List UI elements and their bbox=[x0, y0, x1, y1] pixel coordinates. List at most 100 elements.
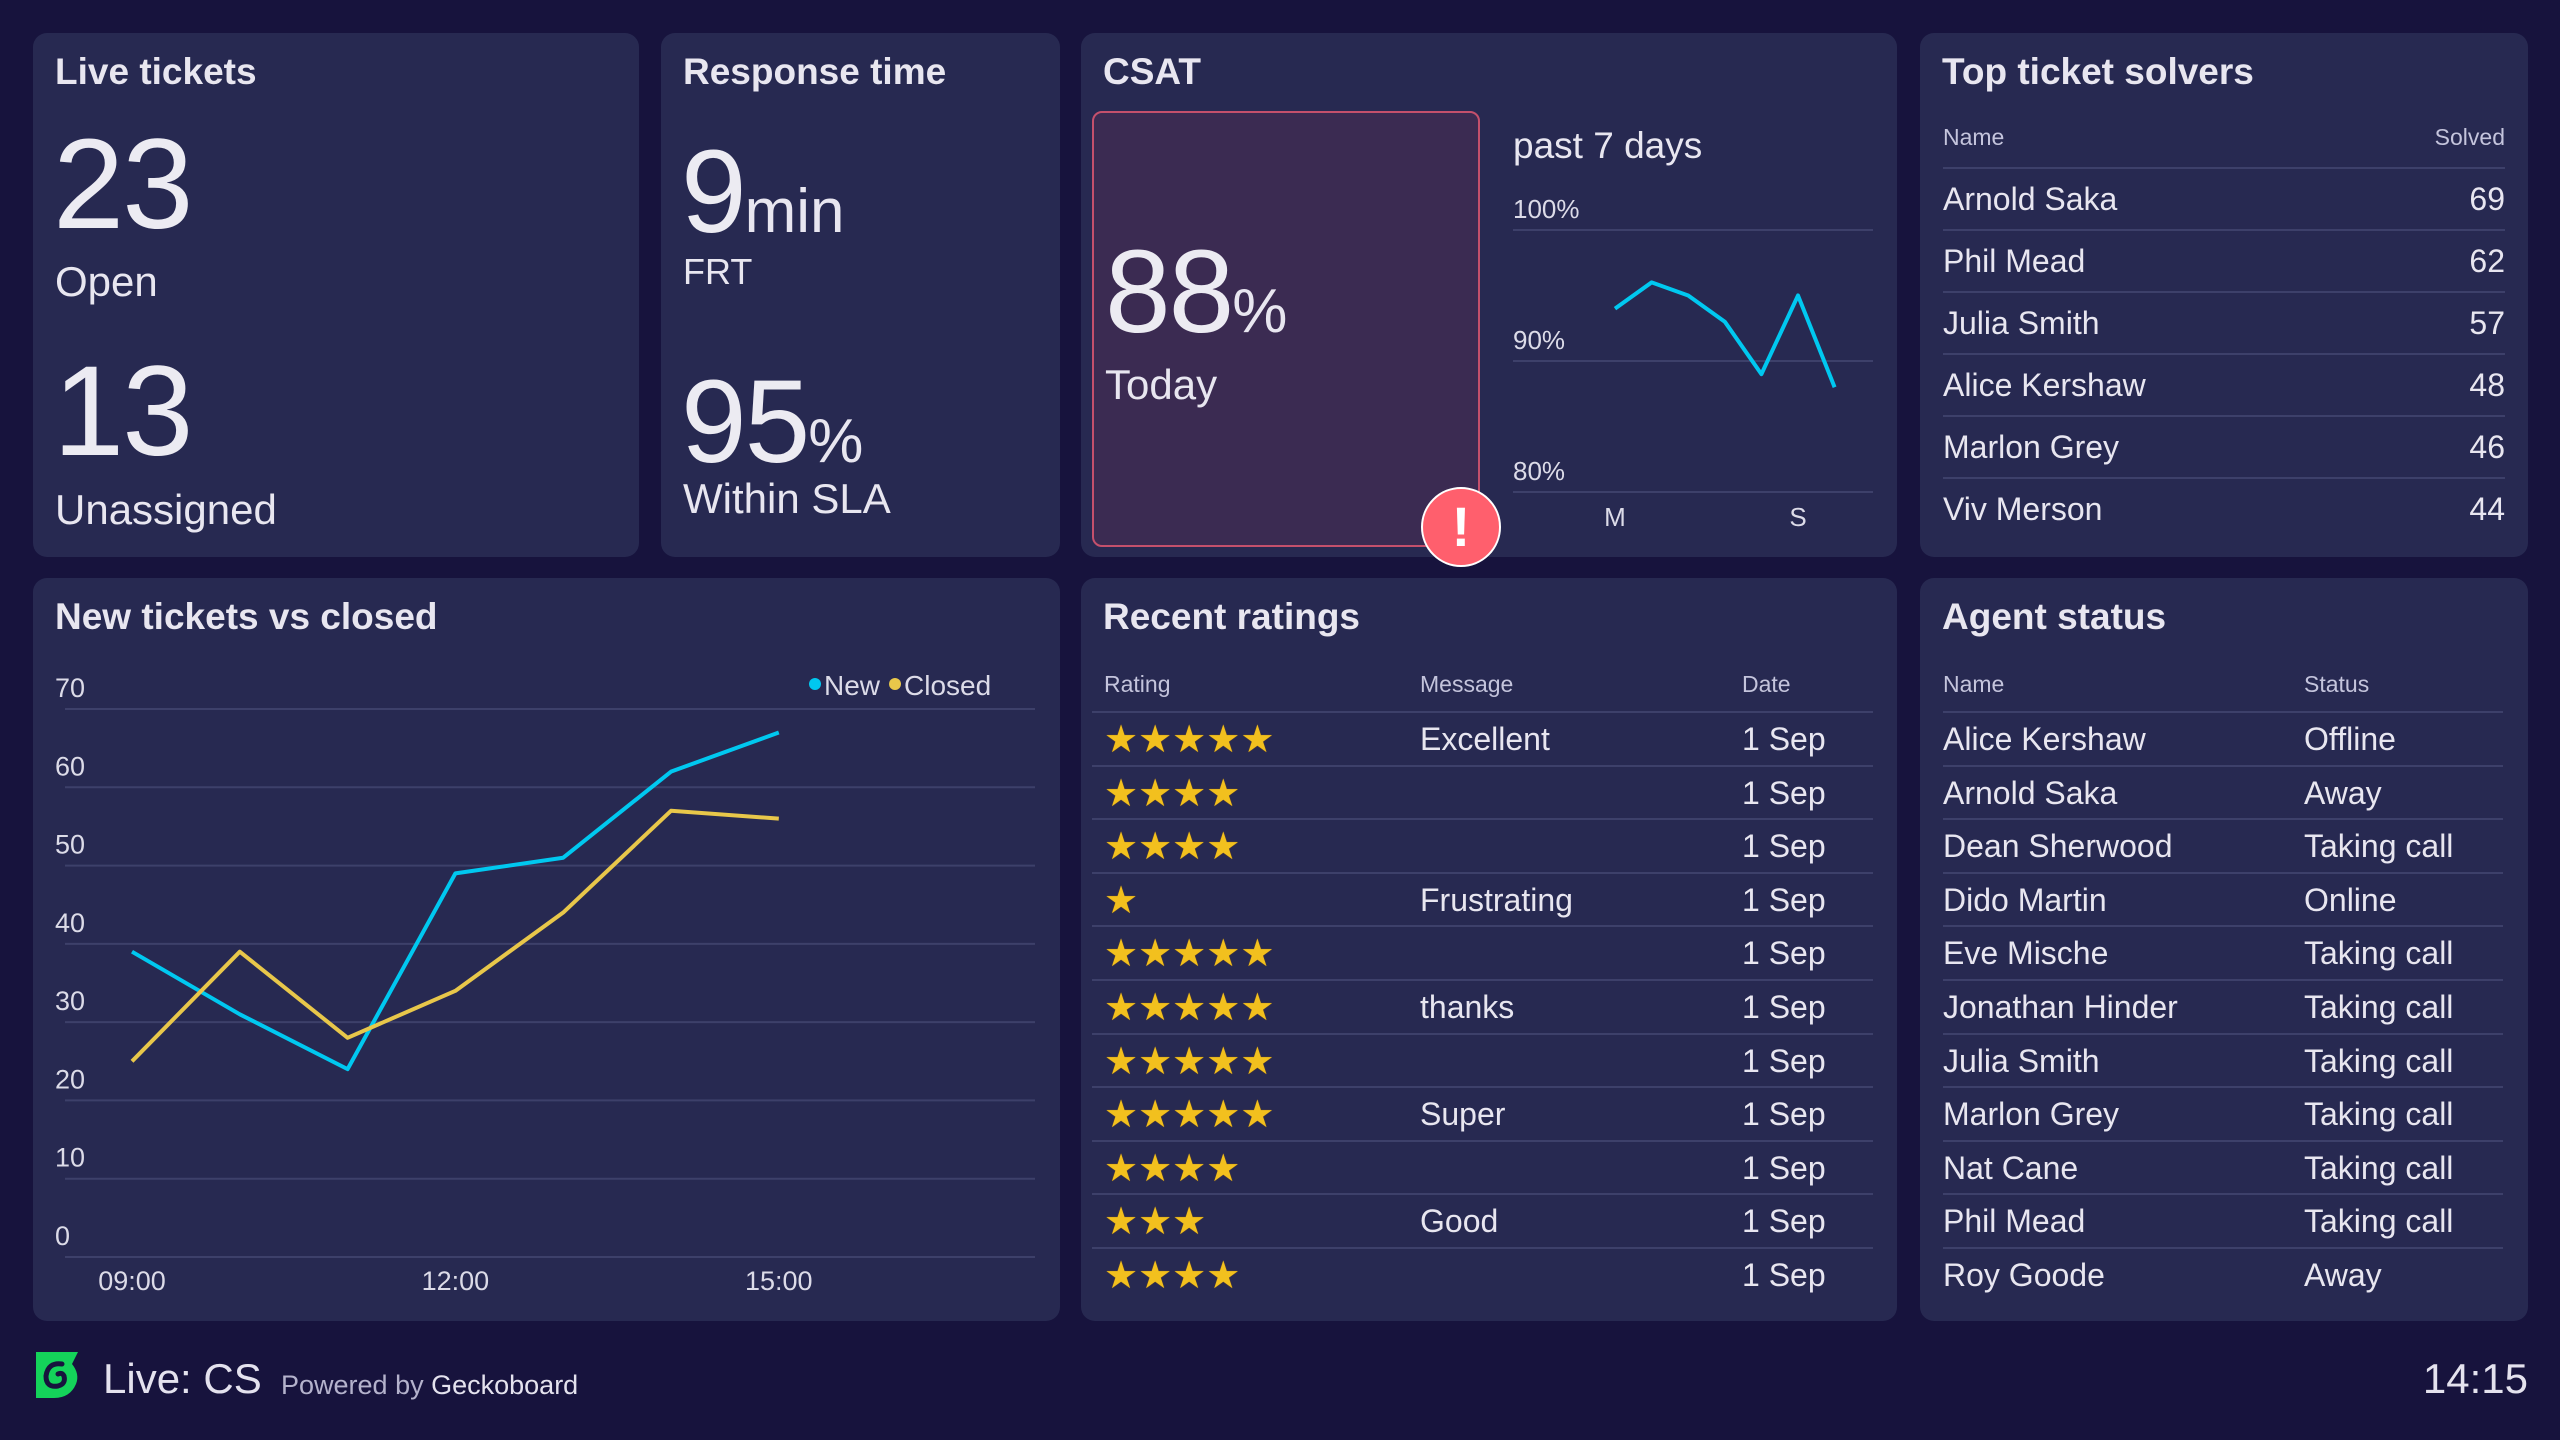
agent-status: Taking call bbox=[2304, 935, 2454, 972]
rating-message: Excellent bbox=[1420, 721, 1550, 757]
y-tick-label: 80% bbox=[1513, 456, 1565, 486]
solver-name: Arnold Saka bbox=[1943, 181, 2118, 217]
agent-name: Dido Martin bbox=[1943, 881, 2107, 918]
star-icon: ★ bbox=[1104, 772, 1139, 815]
unassigned-count: 13 bbox=[53, 340, 193, 483]
column-header-name: Name bbox=[1943, 124, 2005, 150]
agent-row: Marlon Grey Taking call bbox=[1943, 1086, 2503, 1141]
column-header-date: Date bbox=[1742, 671, 1791, 697]
clock: 14:15 bbox=[2422, 1355, 2528, 1402]
new-vs-closed-chart: 0 10 20 30 40 50 60 70 09:00 12:00 15:00 New Closed bbox=[55, 670, 1035, 1296]
powered-by-label: Powered by bbox=[281, 1370, 424, 1400]
star-icon: ★ bbox=[1172, 772, 1207, 815]
widget-title: Top ticket solvers bbox=[1942, 51, 2254, 92]
x-tick-label: M bbox=[1604, 502, 1626, 532]
star-icon: ★ bbox=[1240, 1094, 1275, 1137]
frt-unit: min bbox=[744, 177, 845, 246]
agent-row: Eve Mische Taking call bbox=[1943, 925, 2503, 980]
rating-row: ★★★★★ 1 Sep bbox=[1092, 925, 1873, 980]
star-icon: ★ bbox=[1240, 987, 1275, 1029]
solver-row: Alice Kershaw 48 bbox=[1943, 353, 2505, 417]
agent-status: Away bbox=[2304, 774, 2382, 811]
top-solvers-widget: Top ticket solvers Name Solved Arnold Sa… bbox=[1920, 33, 2528, 557]
star-icon: ★ bbox=[1104, 1255, 1139, 1297]
column-header-message: Message bbox=[1420, 671, 1514, 697]
star-icon: ★ bbox=[1206, 826, 1241, 869]
column-header-status: Status bbox=[2304, 671, 2370, 697]
star-icon: ★ bbox=[1104, 1040, 1139, 1083]
frt-value: 9 bbox=[681, 126, 747, 258]
star-icon: ★ bbox=[1104, 933, 1139, 976]
x-tick-label: 15:00 bbox=[745, 1266, 813, 1296]
star-icon: ★ bbox=[1138, 1255, 1173, 1297]
dashboard-name: Live: CS bbox=[103, 1355, 262, 1402]
sla-unit: % bbox=[808, 407, 864, 476]
agent-row: Phil Mead Taking call bbox=[1943, 1193, 2503, 1248]
star-icon: ★ bbox=[1240, 719, 1275, 761]
solver-row: Phil Mead 62 bbox=[1943, 229, 2505, 293]
star-icon: ★ bbox=[1138, 1147, 1173, 1190]
y-tick-label: 20 bbox=[55, 1064, 85, 1094]
star-icon: ★ bbox=[1104, 987, 1139, 1029]
star-icon: ★ bbox=[1138, 1040, 1173, 1083]
solver-row: Marlon Grey 46 bbox=[1943, 415, 2505, 479]
star-icon: ★ bbox=[1104, 1147, 1139, 1190]
star-rating: ★★★★★ bbox=[1104, 721, 1274, 759]
star-icon: ★ bbox=[1138, 772, 1173, 815]
star-icon: ★ bbox=[1240, 1040, 1275, 1083]
agent-name: Julia Smith bbox=[1943, 1042, 2100, 1079]
column-header-rating: Rating bbox=[1104, 671, 1171, 697]
rating-message: thanks bbox=[1420, 989, 1515, 1025]
agent-row: Julia Smith Taking call bbox=[1943, 1032, 2503, 1088]
widget-title: Response time bbox=[683, 51, 947, 92]
widget-title: Live tickets bbox=[55, 51, 257, 92]
star-icon: ★ bbox=[1104, 1094, 1139, 1137]
csat-widget: CSAT 88% Today ! past 7 days 100% 90% 80% M… bbox=[1081, 33, 1897, 567]
star-rating: ★★★★ bbox=[1104, 1150, 1240, 1188]
star-rating: ★ bbox=[1104, 882, 1138, 920]
rating-date: 1 Sep bbox=[1742, 1149, 1826, 1186]
y-tick-label: 70 bbox=[55, 673, 85, 703]
agent-name: Roy Goode bbox=[1943, 1257, 2105, 1293]
star-icon: ★ bbox=[1172, 1255, 1207, 1297]
star-icon: ★ bbox=[1138, 1094, 1173, 1137]
star-icon: ★ bbox=[1104, 1201, 1139, 1244]
y-tick-label: 10 bbox=[55, 1143, 85, 1173]
star-icon: ★ bbox=[1172, 826, 1207, 869]
star-rating: ★★★★ bbox=[1104, 828, 1240, 866]
solver-count: 48 bbox=[2469, 367, 2505, 403]
legend-label-closed: Closed bbox=[904, 670, 991, 701]
agent-name: Nat Cane bbox=[1943, 1149, 2079, 1186]
solver-name: Julia Smith bbox=[1943, 305, 2100, 341]
agent-name: Jonathan Hinder bbox=[1943, 989, 2178, 1025]
rating-date: 1 Sep bbox=[1742, 1042, 1826, 1079]
y-tick-label: 90% bbox=[1513, 325, 1565, 355]
geckoboard-logo-icon bbox=[32, 1350, 82, 1400]
rating-message: Good bbox=[1420, 1203, 1499, 1240]
new-vs-closed-widget: New tickets vs closed 0 10 20 30 40 50 60 70 09:… bbox=[33, 578, 1060, 1321]
y-tick-label: 100% bbox=[1513, 194, 1580, 224]
star-rating: ★★★★ bbox=[1104, 775, 1240, 813]
agent-status: Taking call bbox=[2304, 828, 2454, 865]
star-icon: ★ bbox=[1206, 1040, 1241, 1083]
brand-link[interactable]: Geckoboard bbox=[431, 1370, 579, 1400]
rating-date: 1 Sep bbox=[1742, 881, 1826, 918]
rating-row: ★★★★ 1 Sep bbox=[1092, 764, 1873, 820]
csat-trend-chart: 100% 90% 80% M S bbox=[1513, 194, 1873, 532]
star-icon: ★ bbox=[1206, 1094, 1241, 1137]
column-header-name: Name bbox=[1943, 671, 2005, 697]
rating-date: 1 Sep bbox=[1742, 989, 1826, 1025]
agent-status: Online bbox=[2304, 881, 2397, 918]
csat-trend-label: past 7 days bbox=[1513, 125, 1703, 166]
rating-date: 1 Sep bbox=[1742, 774, 1826, 811]
agent-name: Eve Mische bbox=[1943, 935, 2109, 972]
solver-count: 46 bbox=[2469, 429, 2505, 465]
widget-title: CSAT bbox=[1103, 51, 1201, 92]
agent-status: Taking call bbox=[2304, 1149, 2454, 1186]
sla-label: Within SLA bbox=[683, 475, 891, 522]
y-tick-label: 40 bbox=[55, 908, 85, 938]
rating-row: ★★★ Good 1 Sep bbox=[1092, 1193, 1873, 1248]
y-tick-label: 60 bbox=[55, 751, 85, 781]
agent-name: Dean Sherwood bbox=[1943, 828, 2173, 865]
star-icon: ★ bbox=[1206, 1255, 1241, 1297]
